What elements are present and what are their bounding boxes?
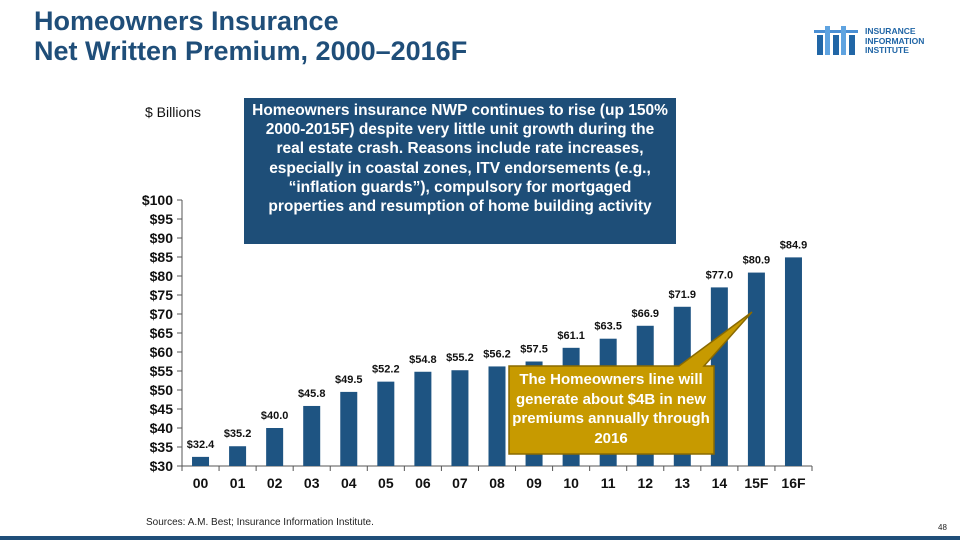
x-category-label: 15F [744,475,769,491]
bar-value-label: $49.5 [335,374,363,386]
bar-01 [229,446,247,466]
callout-box [508,311,753,455]
iii-logo: INSURANCE INFORMATION INSTITUTE [814,24,949,58]
y-tick-label: $30 [150,458,174,474]
x-category-label: 07 [452,475,468,491]
bar-15F [747,272,765,466]
title-line-1: Homeowners Insurance [34,6,339,36]
y-tick-label: $60 [150,344,174,360]
page-number: 48 [938,523,947,532]
logo-text: INSURANCE INFORMATION INSTITUTE [865,26,925,56]
source-note: Sources: A.M. Best; Insurance Informatio… [146,517,374,528]
bar-08 [488,366,506,466]
x-category-label: 11 [601,475,616,491]
y-tick-label: $45 [150,401,174,417]
bar-14 [710,287,728,466]
bar-05 [377,381,395,466]
y-tick-label: $90 [150,230,174,246]
x-category-label: 16F [781,475,806,491]
bar-value-label: $63.5 [594,321,622,333]
x-category-label: 02 [267,475,283,491]
y-tick-label: $40 [150,420,174,436]
bar-value-label: $56.2 [483,348,511,360]
bar-06 [414,371,432,466]
bar-value-label: $77.0 [706,269,734,281]
bar-value-label: $54.8 [409,354,437,366]
x-category-label: 10 [563,475,579,491]
y-tick-label: $70 [150,306,174,322]
x-category-label: 08 [489,475,505,491]
bar-value-label: $61.1 [557,330,585,342]
y-tick-label: $35 [150,439,174,455]
x-category-label: 13 [675,475,691,491]
bar-00 [192,456,210,466]
x-category-label: 09 [526,475,542,491]
bar-16F [784,257,802,466]
bar-03 [303,405,321,466]
y-unit-label: $ Billions [145,104,202,120]
bar-value-label: $66.9 [631,308,659,320]
x-category-label: 04 [341,475,357,491]
y-tick-label: $55 [150,363,174,379]
x-category-label: 00 [193,475,209,491]
bar-value-label: $57.5 [520,344,548,356]
y-tick-label: $75 [150,287,174,303]
bar-value-label: $35.2 [224,428,252,440]
logo-line-3: INSTITUTE [865,45,909,55]
x-category-label: 03 [304,475,320,491]
bar-value-label: $45.8 [298,388,326,400]
bar-value-label: $84.9 [780,239,808,251]
bar-value-label: $40.0 [261,410,289,422]
callout-text: The Homeowners line will generate about … [512,371,710,447]
y-tick-label: $80 [150,268,174,284]
y-tick-label: $95 [150,211,174,227]
bar-value-label: $55.2 [446,352,474,364]
y-tick-label: $100 [142,192,173,208]
y-tick-label: $50 [150,382,174,398]
logo-line-2: INFORMATION [865,35,925,46]
bar-07 [451,370,469,466]
bar-value-label: $80.9 [743,255,771,267]
x-category-label: 12 [637,475,653,491]
x-category-label: 05 [378,475,394,491]
x-category-label: 14 [712,475,728,491]
iii-logo-icon [814,26,858,55]
bar-02 [266,428,284,466]
note-box: Homeowners insurance NWP continues to ri… [244,98,676,244]
bottom-rule [0,536,960,540]
x-category-label: 06 [415,475,431,491]
bar-04 [340,391,358,466]
y-tick-label: $85 [150,249,174,265]
bar-value-label: $71.9 [669,289,697,301]
bar-value-label: $32.4 [187,439,215,451]
logo-line-1: INSURANCE [865,26,916,36]
x-category-label: 01 [230,475,246,491]
title-line-2: Net Written Premium, 2000–2016F [34,36,468,66]
slide-title: Homeowners Insurance Net Written Premium… [34,6,467,66]
y-tick-label: $65 [150,325,174,341]
bar-value-label: $52.2 [372,364,400,376]
